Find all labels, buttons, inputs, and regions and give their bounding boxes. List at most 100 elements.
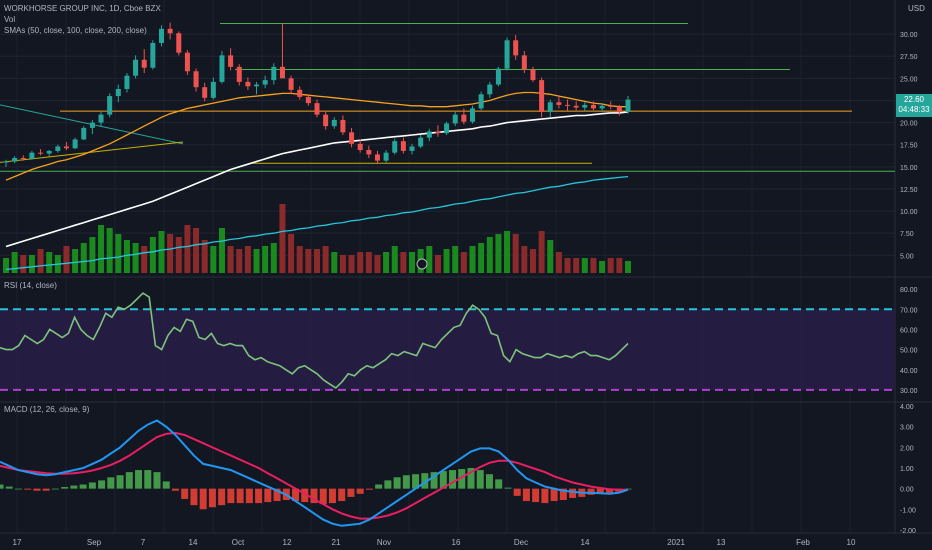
volume-bar [555, 252, 562, 273]
macd-tick-label: 0.00 [900, 487, 914, 494]
macd-histogram-bar [144, 470, 152, 489]
volume-bar [46, 252, 53, 273]
macd-histogram-bar [218, 488, 226, 506]
candle-body [141, 59, 147, 68]
macd-histogram-bar [0, 484, 4, 489]
candle-body [305, 96, 311, 104]
trend-line [0, 141, 184, 163]
time-tick-label: Feb [796, 538, 810, 547]
macd-histogram-bar [375, 484, 383, 489]
candle-body [297, 89, 303, 97]
candle-body [159, 28, 164, 43]
volume-bar [193, 228, 200, 273]
volume-bar [305, 249, 312, 273]
bar-countdown: 04:48:33 [898, 105, 930, 114]
volume-bar [581, 258, 588, 273]
candle-body [418, 137, 424, 147]
macd-histogram-bar [199, 488, 207, 510]
volume-bar [115, 234, 122, 273]
macd-histogram-bar [301, 488, 309, 503]
candle-body [349, 132, 355, 144]
time-tick-label: Sep [87, 538, 102, 547]
price-tick-label: 10.00 [900, 209, 918, 216]
candle-body [167, 28, 173, 34]
macd-histogram-bar [181, 488, 189, 499]
macd-tick-label: -2.00 [900, 528, 916, 535]
volume-bar [486, 237, 493, 273]
candle-body [521, 55, 527, 70]
volume-bar [616, 258, 623, 273]
volume-bar [409, 252, 416, 273]
macd-histogram-bar [569, 488, 577, 498]
rsi-tick-label: 50.00 [900, 348, 918, 355]
macd-histogram-bar [476, 470, 484, 489]
candle-body [539, 80, 545, 112]
macd-histogram-bar [606, 488, 614, 494]
macd-histogram-bar [421, 473, 429, 489]
time-tick-label: Oct [232, 538, 245, 547]
volume-bar [348, 255, 355, 273]
candle-body [608, 105, 614, 107]
macd-line [0, 419, 629, 527]
macd-histogram-bar [522, 488, 530, 502]
macd-histogram-bar [5, 486, 13, 489]
price-tick-label: 5.00 [900, 253, 914, 260]
volume-bar [63, 246, 70, 273]
macd-legend: MACD (12, 26, close, 9) [4, 405, 90, 414]
macd-histogram-bar [541, 488, 549, 504]
candle-body [176, 33, 182, 53]
candle-body [184, 52, 190, 72]
volume-bar [201, 240, 208, 273]
candle-body [625, 99, 631, 112]
candle-body [599, 105, 605, 109]
symbol-title: WORKHORSE GROUP INC, 1D, Cboe BZX [4, 4, 161, 13]
macd-histogram-bar [227, 488, 235, 504]
price-tick-label: 27.50 [900, 54, 918, 61]
candle-body [193, 71, 199, 88]
volume-bar [460, 252, 467, 273]
volume-bar [495, 234, 502, 273]
macd-histogram-bar [532, 488, 540, 503]
macd-histogram-bar [384, 480, 392, 489]
volume-bar [244, 246, 251, 273]
sma200-line [5, 175, 629, 271]
candle-body [565, 104, 571, 106]
candle-body [46, 150, 52, 154]
time-tick-label: 2021 [667, 538, 685, 547]
candle-body [279, 66, 285, 79]
candle-body [98, 114, 104, 123]
candle-body [3, 161, 9, 163]
candle-body [124, 75, 130, 89]
macd-histogram-bar [125, 472, 133, 489]
time-tick-label: 16 [452, 538, 461, 547]
candle-body [55, 146, 61, 151]
candle-body [470, 108, 475, 122]
candle-body [20, 157, 26, 159]
sma50-line [5, 91, 628, 181]
time-tick-label: 12 [283, 538, 292, 547]
volume-bar [469, 246, 476, 273]
volume-bar [426, 246, 433, 273]
candle-body [81, 127, 87, 140]
price-tick-label: 20.00 [900, 121, 918, 128]
price-tick-label: 7.50 [900, 231, 914, 238]
macd-histogram-bar [449, 470, 457, 489]
volume-bar [89, 237, 96, 273]
candle-body [12, 157, 18, 162]
time-tick-label: 13 [717, 538, 726, 547]
sma-legend: SMAs (50, close, 100, close, 200, close) [4, 26, 147, 35]
volume-bar [288, 234, 295, 273]
rsi-tick-label: 80.00 [900, 287, 918, 294]
last-price-value: 22.60 [903, 95, 925, 104]
volume-bar [529, 249, 536, 273]
macd-tick-label: 3.00 [900, 425, 914, 432]
macd-histogram-bar [393, 477, 401, 489]
volume-bar [80, 243, 87, 273]
macd-histogram-bar [116, 475, 124, 489]
candle-body [228, 55, 234, 67]
candle-body [530, 69, 536, 81]
candle-body [392, 141, 398, 153]
macd-histogram-bar [273, 488, 281, 502]
volume-bar [175, 237, 182, 273]
